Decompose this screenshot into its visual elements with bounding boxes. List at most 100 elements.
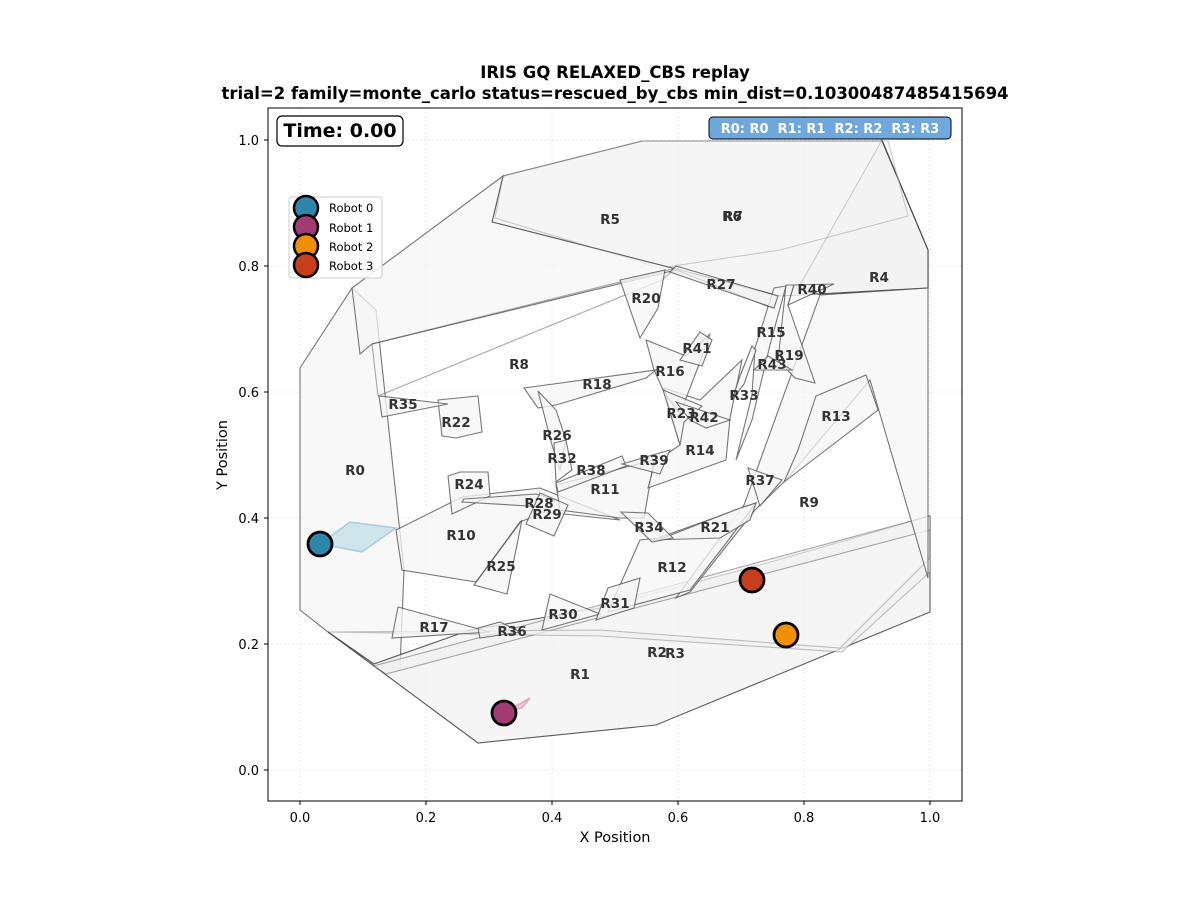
region-label: R22 [441,415,470,431]
y-axis: 0.0 0.2 0.4 0.6 0.8 1.0 Y Position [215,134,268,779]
legend-item-robot-1[interactable]: Robot 1 [292,213,373,241]
legend-item-robot-3[interactable]: Robot 3 [292,251,373,279]
y-tick-label: 0.6 [238,386,259,401]
region-label: R0 [345,463,365,479]
region-R18-polygon [523,369,658,409]
region-R36-polygon [477,621,522,639]
region-label: R8 [509,357,529,373]
x-tick-label: 0.2 [416,811,437,826]
region-label: R17 [419,620,448,636]
region-label: R5 [600,212,620,228]
region-label: R3 [665,646,685,662]
region-R30-polygon [541,593,602,631]
region-label: R9 [799,495,819,511]
region-R32-polygon [553,439,573,484]
region-label: R18 [582,377,611,393]
chart-subtitle: trial=2 family=monte_carlo status=rescue… [221,84,1009,103]
robot-3-marker[interactable] [738,566,766,594]
legend-label: Robot 0 [329,201,373,215]
region-label: R15 [756,325,785,341]
region-R27-polygon [668,265,779,309]
x-tick-label: 0.8 [794,811,815,826]
region-label: R14 [685,443,714,459]
legend-label: Robot 1 [329,221,373,235]
x-tick-label: 0.4 [542,811,563,826]
region-R6-polygon [494,140,909,269]
region-label: R26 [542,428,571,444]
y-axis-label: Y Position [215,420,231,491]
region-R40-polygon [787,283,835,307]
region-R29-polygon [525,492,569,537]
region-label: R10 [446,528,475,544]
region-label: R25 [486,559,515,575]
x-tick-label: 0.6 [668,811,689,826]
assignment-label: R0: R0 R1: R1 R2: R2 R3: R3 [721,122,940,137]
robot-0-path [318,521,399,553]
chart-title-block: IRIS GQ RELAXED_CBS replay trial=2 famil… [0,62,1200,104]
axes-frame [267,107,963,802]
region-label: R12 [657,560,686,576]
assignment-indicator: R0: R0 R1: R1 R2: R2 R3: R3 [708,116,952,140]
region-R22-polygon [437,395,483,439]
region-R34-polygon [619,511,675,543]
region-label: R39 [639,453,668,469]
region-label: R23 [666,406,695,422]
region-label: R21 [700,520,729,536]
region-label: R36 [497,624,526,640]
region-label: R1 [570,667,590,683]
y-tick-label: 0.8 [238,260,259,275]
region-label: R29 [532,507,561,523]
legend-marker-robot-3 [292,251,320,279]
time-indicator: Time: 0.00 [276,115,404,147]
region-label: R42 [689,410,718,426]
region-label: R27 [706,277,735,293]
region-label: R30 [548,607,577,623]
region-R42-polygon [674,400,732,429]
region-label: R11 [590,482,619,498]
region-R33-polygon [731,345,757,401]
region-label: R37 [745,473,774,489]
robots [306,530,800,727]
time-label: Time: 0.00 [283,120,396,142]
legend-label: Robot 2 [329,240,373,254]
region-R3-polygon [327,556,931,653]
region-R41-polygon [679,331,713,367]
y-tick-label: 0.2 [238,638,259,653]
region-label: R6 [722,209,742,225]
region-label: R7 [723,209,743,225]
region-label: R28 [524,496,553,512]
region-label: R24 [454,477,483,493]
robot-2-marker[interactable] [772,621,800,649]
y-tick-label: 1.0 [238,134,259,149]
x-axis: 0.0 0.2 0.4 0.6 0.8 1.0 X Position [290,801,941,846]
region-label: R16 [655,364,684,380]
robot-0-marker[interactable] [306,530,334,558]
region-label: R33 [729,388,758,404]
region-label: R31 [600,596,629,612]
region-label: R43 [757,357,786,373]
region-label: R35 [388,397,417,413]
x-tick-label: 0.0 [290,811,311,826]
region-label: R34 [634,520,663,536]
region-R17-polygon [391,606,491,639]
region-label: R2 [647,645,667,661]
region-label: R20 [631,291,660,307]
region-R20-polygon [619,269,666,340]
chart-title: IRIS GQ RELAXED_CBS replay [480,63,750,82]
legend-item-robot-2[interactable]: Robot 2 [292,232,373,260]
robot-1-marker[interactable] [490,699,518,727]
legend: Robot 0 Robot 1 Robot 2 Robot 3 [288,194,383,279]
region-label: R38 [576,463,605,479]
x-tick-label: 1.0 [920,811,941,826]
region-R25-polygon [473,519,523,595]
legend-label: Robot 3 [329,259,373,273]
region-polygons [299,138,931,744]
region-R43-polygon [752,355,795,371]
region-R13-polygon [783,374,879,483]
region-R39-polygon [619,449,671,475]
y-tick-label: 0.0 [238,764,259,779]
y-tick-label: 0.4 [238,512,259,527]
region-label: R40 [797,282,826,298]
region-label: R4 [869,270,889,286]
